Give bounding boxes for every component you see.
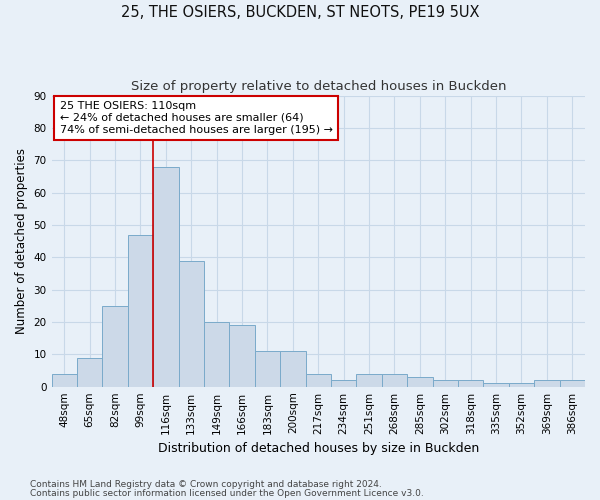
Bar: [484, 384, 509, 386]
Bar: [534, 380, 560, 386]
Bar: [128, 234, 153, 386]
Bar: [103, 306, 128, 386]
Text: Contains HM Land Registry data © Crown copyright and database right 2024.: Contains HM Land Registry data © Crown c…: [30, 480, 382, 489]
Title: Size of property relative to detached houses in Buckden: Size of property relative to detached ho…: [131, 80, 506, 93]
Bar: [433, 380, 458, 386]
X-axis label: Distribution of detached houses by size in Buckden: Distribution of detached houses by size …: [158, 442, 479, 455]
Text: Contains public sector information licensed under the Open Government Licence v3: Contains public sector information licen…: [30, 488, 424, 498]
Text: 25 THE OSIERS: 110sqm
← 24% of detached houses are smaller (64)
74% of semi-deta: 25 THE OSIERS: 110sqm ← 24% of detached …: [59, 102, 332, 134]
Bar: [255, 351, 280, 386]
Text: 25, THE OSIERS, BUCKDEN, ST NEOTS, PE19 5UX: 25, THE OSIERS, BUCKDEN, ST NEOTS, PE19 …: [121, 5, 479, 20]
Bar: [509, 384, 534, 386]
Bar: [407, 377, 433, 386]
Bar: [305, 374, 331, 386]
Bar: [331, 380, 356, 386]
Y-axis label: Number of detached properties: Number of detached properties: [15, 148, 28, 334]
Bar: [204, 322, 229, 386]
Bar: [229, 325, 255, 386]
Bar: [280, 351, 305, 386]
Bar: [356, 374, 382, 386]
Bar: [179, 260, 204, 386]
Bar: [153, 166, 179, 386]
Bar: [382, 374, 407, 386]
Bar: [52, 374, 77, 386]
Bar: [77, 358, 103, 386]
Bar: [458, 380, 484, 386]
Bar: [560, 380, 585, 386]
